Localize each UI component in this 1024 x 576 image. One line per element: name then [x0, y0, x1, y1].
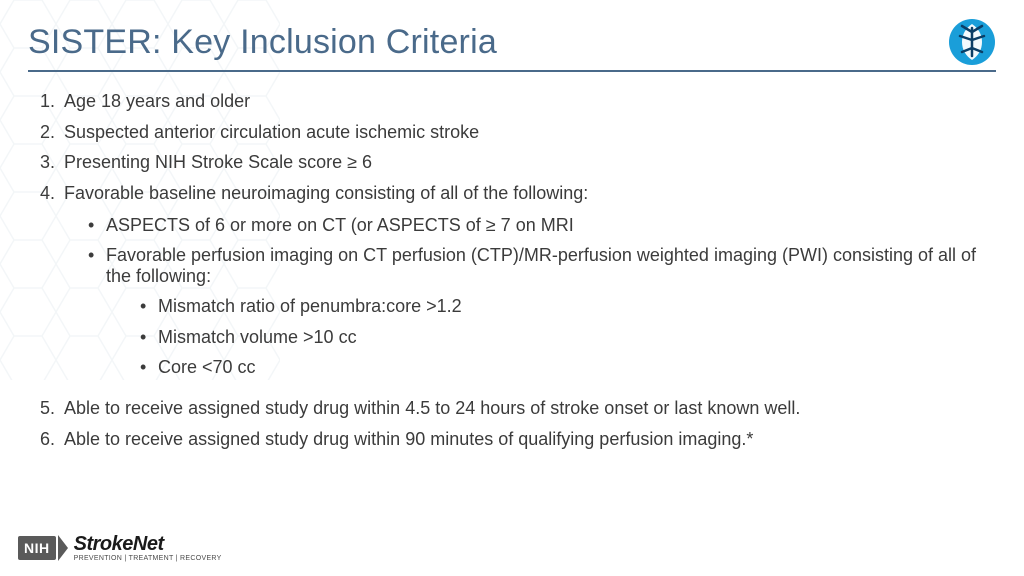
criteria-text: Able to receive assigned study drug with… [64, 398, 800, 418]
strokenet-main-text: StrokeNet [74, 534, 222, 554]
nih-badge: NIH [18, 536, 56, 560]
criteria-item: Age 18 years and older [60, 86, 996, 117]
criteria-item: Presenting NIH Stroke Scale score ≥ 6 [60, 147, 996, 178]
sub-text: ASPECTS of 6 or more on CT (or ASPECTS o… [106, 215, 574, 235]
criteria-item: Able to receive assigned study drug with… [60, 424, 996, 455]
slide-container: SISTER: Key Inclusion Criteria Age 18 ye… [0, 0, 1024, 576]
criteria-text: Able to receive assigned study drug with… [64, 429, 753, 449]
criteria-item: Suspected anterior circulation acute isc… [60, 117, 996, 148]
sub-item: ASPECTS of 6 or more on CT (or ASPECTS o… [88, 210, 996, 241]
sub-list: ASPECTS of 6 or more on CT (or ASPECTS o… [64, 210, 996, 388]
footer-logo: NIH StrokeNet PREVENTION | TREATMENT | R… [18, 534, 222, 562]
criteria-text: Presenting NIH Stroke Scale score ≥ 6 [64, 152, 372, 172]
slide-header: SISTER: Key Inclusion Criteria [28, 18, 996, 72]
antibody-butterfly-icon [948, 18, 996, 66]
strokenet-sub-text: PREVENTION | TREATMENT | RECOVERY [74, 555, 222, 562]
slide-content: Age 18 years and older Suspected anterio… [28, 86, 996, 454]
sub-sub-list: Mismatch ratio of penumbra:core >1.2 Mis… [106, 291, 996, 383]
criteria-list: Age 18 years and older Suspected anterio… [28, 86, 996, 454]
sub-sub-text: Mismatch volume >10 cc [158, 327, 357, 347]
sub-sub-text: Core <70 cc [158, 357, 256, 377]
criteria-item: Able to receive assigned study drug with… [60, 393, 996, 424]
sub-item: Favorable perfusion imaging on CT perfus… [88, 240, 996, 387]
strokenet-logo: StrokeNet PREVENTION | TREATMENT | RECOV… [74, 534, 222, 562]
criteria-text: Age 18 years and older [64, 91, 250, 111]
sub-sub-text: Mismatch ratio of penumbra:core >1.2 [158, 296, 462, 316]
sub-sub-item: Core <70 cc [140, 352, 996, 383]
criteria-text: Suspected anterior circulation acute isc… [64, 122, 479, 142]
sub-text: Favorable perfusion imaging on CT perfus… [106, 245, 976, 286]
sub-sub-item: Mismatch ratio of penumbra:core >1.2 [140, 291, 996, 322]
criteria-item: Favorable baseline neuroimaging consisti… [60, 178, 996, 393]
criteria-text: Favorable baseline neuroimaging consisti… [64, 183, 588, 203]
sub-sub-item: Mismatch volume >10 cc [140, 322, 996, 353]
chevron-right-icon [58, 535, 68, 561]
slide-title: SISTER: Key Inclusion Criteria [28, 23, 497, 62]
